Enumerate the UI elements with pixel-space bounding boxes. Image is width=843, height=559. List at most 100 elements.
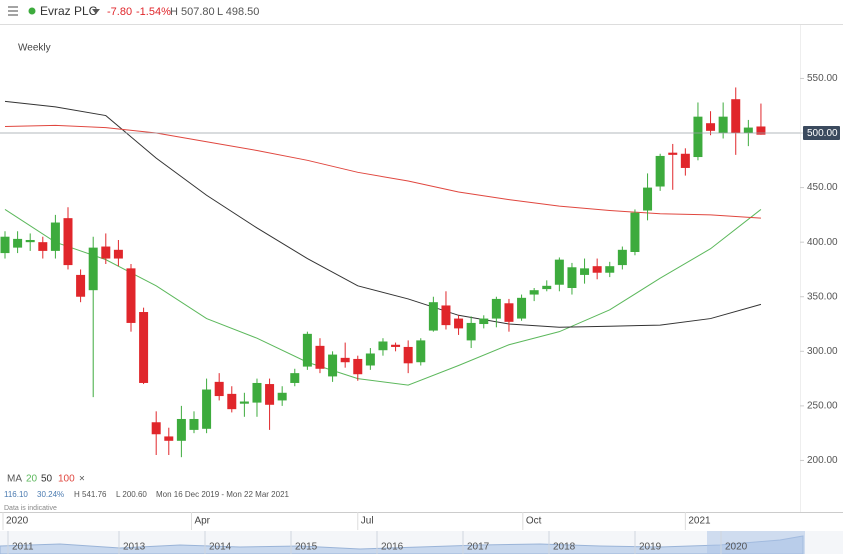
candle-body: [630, 212, 640, 252]
candle-body: [542, 285, 552, 290]
candle-body: [277, 392, 287, 401]
candle-body: [643, 187, 653, 211]
stat-low: L 200.60: [116, 490, 147, 499]
navigator-year: 2017: [467, 542, 490, 553]
status-dot: [28, 7, 36, 15]
candle-body: [126, 268, 136, 323]
y-tick-label: 250.00: [807, 401, 838, 412]
candle-body: [189, 418, 199, 430]
candle-body: [529, 290, 539, 295]
candle-body: [517, 297, 527, 319]
navigator-year: 2015: [295, 542, 318, 553]
candle-body: [239, 401, 249, 404]
candle-body: [328, 354, 338, 377]
x-tick-label: 2020: [6, 516, 29, 527]
legend-entry: 50: [41, 474, 53, 485]
stat-value: 116.10: [4, 490, 28, 499]
candle-body: [428, 302, 438, 331]
candle-body: [63, 218, 73, 266]
header-high: H 507.80: [170, 6, 215, 18]
candle-body: [605, 266, 615, 273]
candle-body: [403, 346, 413, 364]
candle-body: [353, 358, 363, 375]
stat-pct: 30.24%: [37, 490, 64, 499]
candle-body: [340, 357, 350, 363]
navigator-year: 2016: [381, 542, 404, 553]
candle-body: [391, 344, 401, 347]
candle-body: [668, 152, 678, 155]
candle-body: [252, 382, 262, 403]
current-price-label: 500.00: [807, 128, 838, 139]
candle-body: [0, 236, 10, 254]
candle-body: [718, 116, 728, 134]
x-tick-label: Apr: [194, 516, 210, 527]
candle-body: [466, 322, 476, 341]
candle-body: [25, 239, 35, 243]
candle-body: [592, 266, 602, 273]
candle-body: [743, 127, 753, 134]
candle-body: [38, 242, 48, 251]
x-tick-label: Jul: [361, 516, 374, 527]
candle-body: [13, 238, 23, 248]
candle-body: [491, 298, 501, 319]
header-low: L 498.50: [217, 6, 259, 18]
navigator-year: 2020: [725, 542, 748, 553]
candle-body: [151, 422, 161, 435]
menu-icon[interactable]: [8, 6, 18, 16]
candle-body: [567, 267, 577, 289]
navigator-year: 2019: [639, 542, 662, 553]
current-price-box: [803, 126, 840, 141]
candle-body: [706, 123, 716, 131]
legend-entry: 20: [26, 474, 38, 485]
candle-body: [655, 155, 665, 187]
candle-body: [693, 116, 703, 158]
dropdown-arrow[interactable]: [92, 9, 100, 14]
ma-label: MA: [7, 474, 22, 485]
candle-body: [504, 303, 514, 322]
candle-body: [76, 274, 86, 297]
navigator-year: 2018: [553, 542, 576, 553]
candle-body: [265, 384, 275, 405]
candle-body: [617, 249, 627, 266]
candle-body: [554, 259, 564, 285]
legend-close[interactable]: ×: [79, 474, 85, 485]
candle-body: [101, 246, 111, 259]
y-tick-label: 550.00: [807, 73, 838, 84]
candle-body: [441, 305, 451, 326]
candle-body: [214, 381, 224, 397]
change: -7.80: [107, 6, 132, 18]
navigator-window[interactable]: [707, 531, 805, 554]
y-tick-label: 350.00: [807, 291, 838, 302]
legend-entry: 100: [58, 474, 75, 485]
candle-body: [416, 340, 426, 363]
candle-body: [580, 268, 590, 275]
candle-body: [315, 345, 325, 369]
navigator-year: 2014: [209, 542, 232, 553]
candle-body: [365, 353, 375, 366]
candle-body: [164, 436, 174, 441]
candle-body: [88, 247, 98, 291]
navigator-year: 2011: [12, 542, 34, 553]
change-pct: -1.54%: [136, 6, 171, 18]
candle-body: [176, 418, 186, 441]
candle-body: [756, 126, 766, 135]
note: Data is indicative: [4, 505, 57, 512]
candle-body: [202, 389, 212, 429]
stat-range: Mon 16 Dec 2019 - Mon 22 Mar 2021: [156, 490, 290, 499]
y-tick-label: 300.00: [807, 346, 838, 357]
candle-body: [139, 312, 149, 383]
candle-body: [731, 99, 741, 134]
ma-line: [4, 100, 762, 328]
y-tick-label: 450.00: [807, 182, 838, 193]
stat-high: H 541.76: [74, 490, 107, 499]
x-tick-label: 2021: [688, 516, 711, 527]
candle-body: [680, 153, 690, 168]
plot: 550.00 500.00 450.00 400.00 350.00 300.00 250.…: [0, 73, 840, 530]
candle-body: [50, 222, 60, 251]
y-tick-label: 400.00: [807, 237, 838, 248]
navigator-year: 2013: [123, 542, 146, 553]
candle-body: [290, 373, 300, 383]
x-tick-label: Oct: [526, 516, 542, 527]
